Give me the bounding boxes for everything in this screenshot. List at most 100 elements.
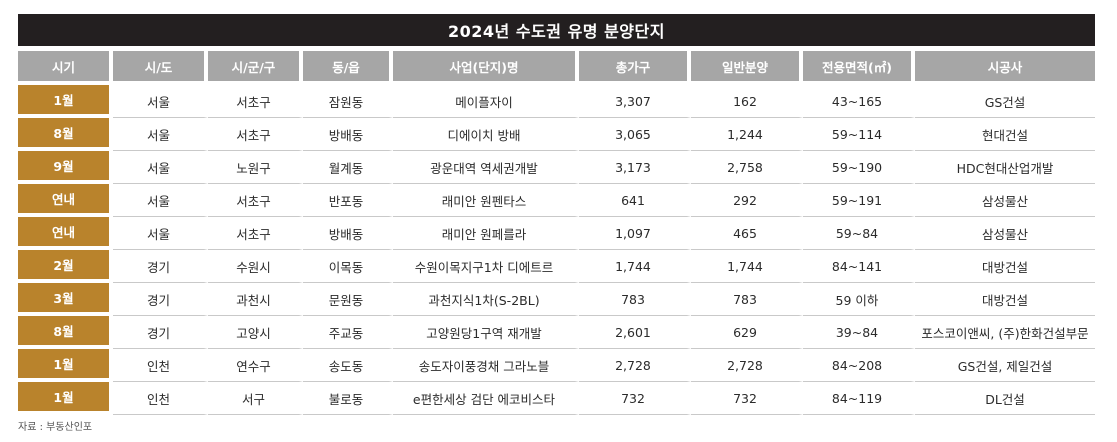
total-units-cell: 1,744 <box>579 250 691 283</box>
total-units-cell: 3,307 <box>579 85 691 118</box>
area-cell: 84~119 <box>803 382 915 415</box>
total-units-cell: 641 <box>579 184 691 217</box>
province-cell: 서울 <box>113 184 208 217</box>
source-note: 자료 : 부동산인포 <box>18 422 93 433</box>
city-cell: 수원시 <box>208 250 303 283</box>
district-cell: 주교동 <box>303 316 393 349</box>
general-sale-cell: 2,728 <box>691 349 803 382</box>
table-row: 1월 인천 연수구 송도동 송도자이풍경채 그라노블 2,728 2,728 84~208 GS… <box>18 349 1095 382</box>
header-city: 시/군/구 <box>208 51 303 85</box>
builder-cell: HDC현대산업개발 <box>915 151 1095 184</box>
area-cell: 59~190 <box>803 151 915 184</box>
total-units-cell: 2,728 <box>579 349 691 382</box>
area-cell: 59~84 <box>803 217 915 250</box>
area-cell: 59~191 <box>803 184 915 217</box>
area-cell: 39~84 <box>803 316 915 349</box>
complex-name-cell: 수원이목지구1차 디에트르 <box>393 250 579 283</box>
period-cell: 1월 <box>18 382 113 415</box>
builder-cell: 현대건설 <box>915 118 1095 151</box>
area-cell: 43~165 <box>803 85 915 118</box>
total-units-cell: 732 <box>579 382 691 415</box>
city-cell: 서초구 <box>208 184 303 217</box>
table-row: 9월 서울 노원구 월계동 광운대역 역세권개발 3,173 2,758 59~190 HDC현… <box>18 151 1095 184</box>
table-row: 연내 서울 서초구 반포동 래미안 원펜타스 641 292 59~191 삼성물산 <box>18 184 1095 217</box>
total-units-cell: 1,097 <box>579 217 691 250</box>
area-cell: 59~114 <box>803 118 915 151</box>
complex-name-cell: 메이플자이 <box>393 85 579 118</box>
table-container: 2024년 수도권 유명 분양단지 시기 시/도 시/군/구 동/읍 사업(단지… <box>18 14 1095 415</box>
district-cell: 불로동 <box>303 382 393 415</box>
general-sale-cell: 732 <box>691 382 803 415</box>
period-cell: 3월 <box>18 283 113 316</box>
district-cell: 이목동 <box>303 250 393 283</box>
period-cell: 8월 <box>18 316 113 349</box>
table-row: 3월 경기 과천시 문원동 과천지식1차(S-2BL) 783 783 59 이하 대방건설 <box>18 283 1095 316</box>
total-units-cell: 2,601 <box>579 316 691 349</box>
general-sale-cell: 465 <box>691 217 803 250</box>
district-cell: 반포동 <box>303 184 393 217</box>
builder-cell: 삼성물산 <box>915 217 1095 250</box>
complex-name-cell: 래미안 원페를라 <box>393 217 579 250</box>
period-cell: 연내 <box>18 184 113 217</box>
period-cell: 1월 <box>18 349 113 382</box>
province-cell: 서울 <box>113 217 208 250</box>
complex-name-cell: e편한세상 검단 에코비스타 <box>393 382 579 415</box>
district-cell: 방배동 <box>303 118 393 151</box>
builder-cell: 포스코이앤씨, (주)한화건설부문 <box>915 316 1095 349</box>
header-district: 동/읍 <box>303 51 393 85</box>
general-sale-cell: 292 <box>691 184 803 217</box>
builder-cell: 삼성물산 <box>915 184 1095 217</box>
district-cell: 문원동 <box>303 283 393 316</box>
city-cell: 노원구 <box>208 151 303 184</box>
area-cell: 59 이하 <box>803 283 915 316</box>
presale-table: 시기 시/도 시/군/구 동/읍 사업(단지)명 총가구 일반분양 전용면적(㎡… <box>18 51 1095 415</box>
header-general-sale: 일반분양 <box>691 51 803 85</box>
complex-name-cell: 디에이치 방배 <box>393 118 579 151</box>
header-complex-name: 사업(단지)명 <box>393 51 579 85</box>
city-cell: 서초구 <box>208 118 303 151</box>
period-cell: 9월 <box>18 151 113 184</box>
header-area: 전용면적(㎡) <box>803 51 915 85</box>
general-sale-cell: 1,244 <box>691 118 803 151</box>
table-row: 연내 서울 서초구 방배동 래미안 원페를라 1,097 465 59~84 삼성물산 <box>18 217 1095 250</box>
period-cell: 1월 <box>18 85 113 118</box>
header-province: 시/도 <box>113 51 208 85</box>
builder-cell: GS건설, 제일건설 <box>915 349 1095 382</box>
district-cell: 잠원동 <box>303 85 393 118</box>
area-cell: 84~208 <box>803 349 915 382</box>
header-period: 시기 <box>18 51 113 85</box>
header-row: 시기 시/도 시/군/구 동/읍 사업(단지)명 총가구 일반분양 전용면적(㎡… <box>18 51 1095 85</box>
table-row: 1월 인천 서구 불로동 e편한세상 검단 에코비스타 732 732 84~119 DL건설 <box>18 382 1095 415</box>
province-cell: 인천 <box>113 382 208 415</box>
province-cell: 서울 <box>113 118 208 151</box>
city-cell: 과천시 <box>208 283 303 316</box>
city-cell: 서초구 <box>208 85 303 118</box>
builder-cell: GS건설 <box>915 85 1095 118</box>
complex-name-cell: 광운대역 역세권개발 <box>393 151 579 184</box>
complex-name-cell: 래미안 원펜타스 <box>393 184 579 217</box>
period-cell: 2월 <box>18 250 113 283</box>
table-row: 8월 서울 서초구 방배동 디에이치 방배 3,065 1,244 59~114 현대건설 <box>18 118 1095 151</box>
complex-name-cell: 과천지식1차(S-2BL) <box>393 283 579 316</box>
period-cell: 8월 <box>18 118 113 151</box>
province-cell: 경기 <box>113 250 208 283</box>
general-sale-cell: 783 <box>691 283 803 316</box>
builder-cell: 대방건설 <box>915 250 1095 283</box>
district-cell: 송도동 <box>303 349 393 382</box>
table-title: 2024년 수도권 유명 분양단지 <box>18 14 1095 46</box>
table-row: 8월 경기 고양시 주교동 고양원당1구역 재개발 2,601 629 39~84 포스코이앤씨… <box>18 316 1095 349</box>
city-cell: 서구 <box>208 382 303 415</box>
builder-cell: DL건설 <box>915 382 1095 415</box>
city-cell: 서초구 <box>208 217 303 250</box>
district-cell: 방배동 <box>303 217 393 250</box>
district-cell: 월계동 <box>303 151 393 184</box>
header-builder: 시공사 <box>915 51 1095 85</box>
total-units-cell: 3,173 <box>579 151 691 184</box>
table-row: 2월 경기 수원시 이목동 수원이목지구1차 디에트르 1,744 1,744 84~141 대… <box>18 250 1095 283</box>
province-cell: 인천 <box>113 349 208 382</box>
area-cell: 84~141 <box>803 250 915 283</box>
city-cell: 고양시 <box>208 316 303 349</box>
city-cell: 연수구 <box>208 349 303 382</box>
province-cell: 서울 <box>113 151 208 184</box>
complex-name-cell: 송도자이풍경채 그라노블 <box>393 349 579 382</box>
